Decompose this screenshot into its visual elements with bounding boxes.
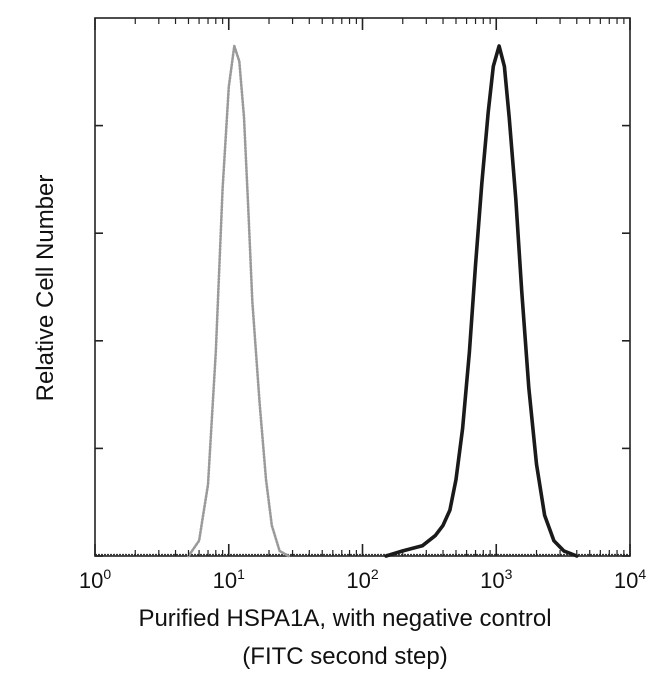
x-tick-label: 103 [480, 566, 512, 593]
x-axis-title-line1: Purified HSPA1A, with negative control [138, 605, 551, 632]
negative-control-histogram [187, 44, 290, 558]
x-tick-labels: 100 101 102 103 104 [79, 566, 646, 593]
x-tick-label-exponent: 4 [638, 566, 646, 582]
x-tick-label-base: 10 [346, 568, 370, 593]
x-tick-label: 100 [79, 566, 111, 593]
hspa1a-histogram [384, 44, 579, 558]
tick-layer [94, 18, 631, 557]
x-tick-label-base: 10 [213, 568, 237, 593]
x-tick-label-exponent: 3 [505, 566, 513, 582]
x-tick-label-exponent: 0 [103, 566, 111, 582]
y-axis-title: Relative Cell Number [32, 175, 59, 402]
x-tick-label-base: 10 [480, 568, 504, 593]
x-tick-label: 102 [346, 566, 378, 593]
x-tick-label: 104 [614, 566, 646, 593]
x-tick-label-base: 10 [79, 568, 103, 593]
x-tick-label-exponent: 1 [237, 566, 245, 582]
x-tick-label-exponent: 2 [371, 566, 379, 582]
x-tick-label-base: 10 [614, 568, 638, 593]
x-tick-label: 101 [213, 566, 245, 593]
x-axis-title-line2: (FITC second step) [242, 643, 447, 670]
